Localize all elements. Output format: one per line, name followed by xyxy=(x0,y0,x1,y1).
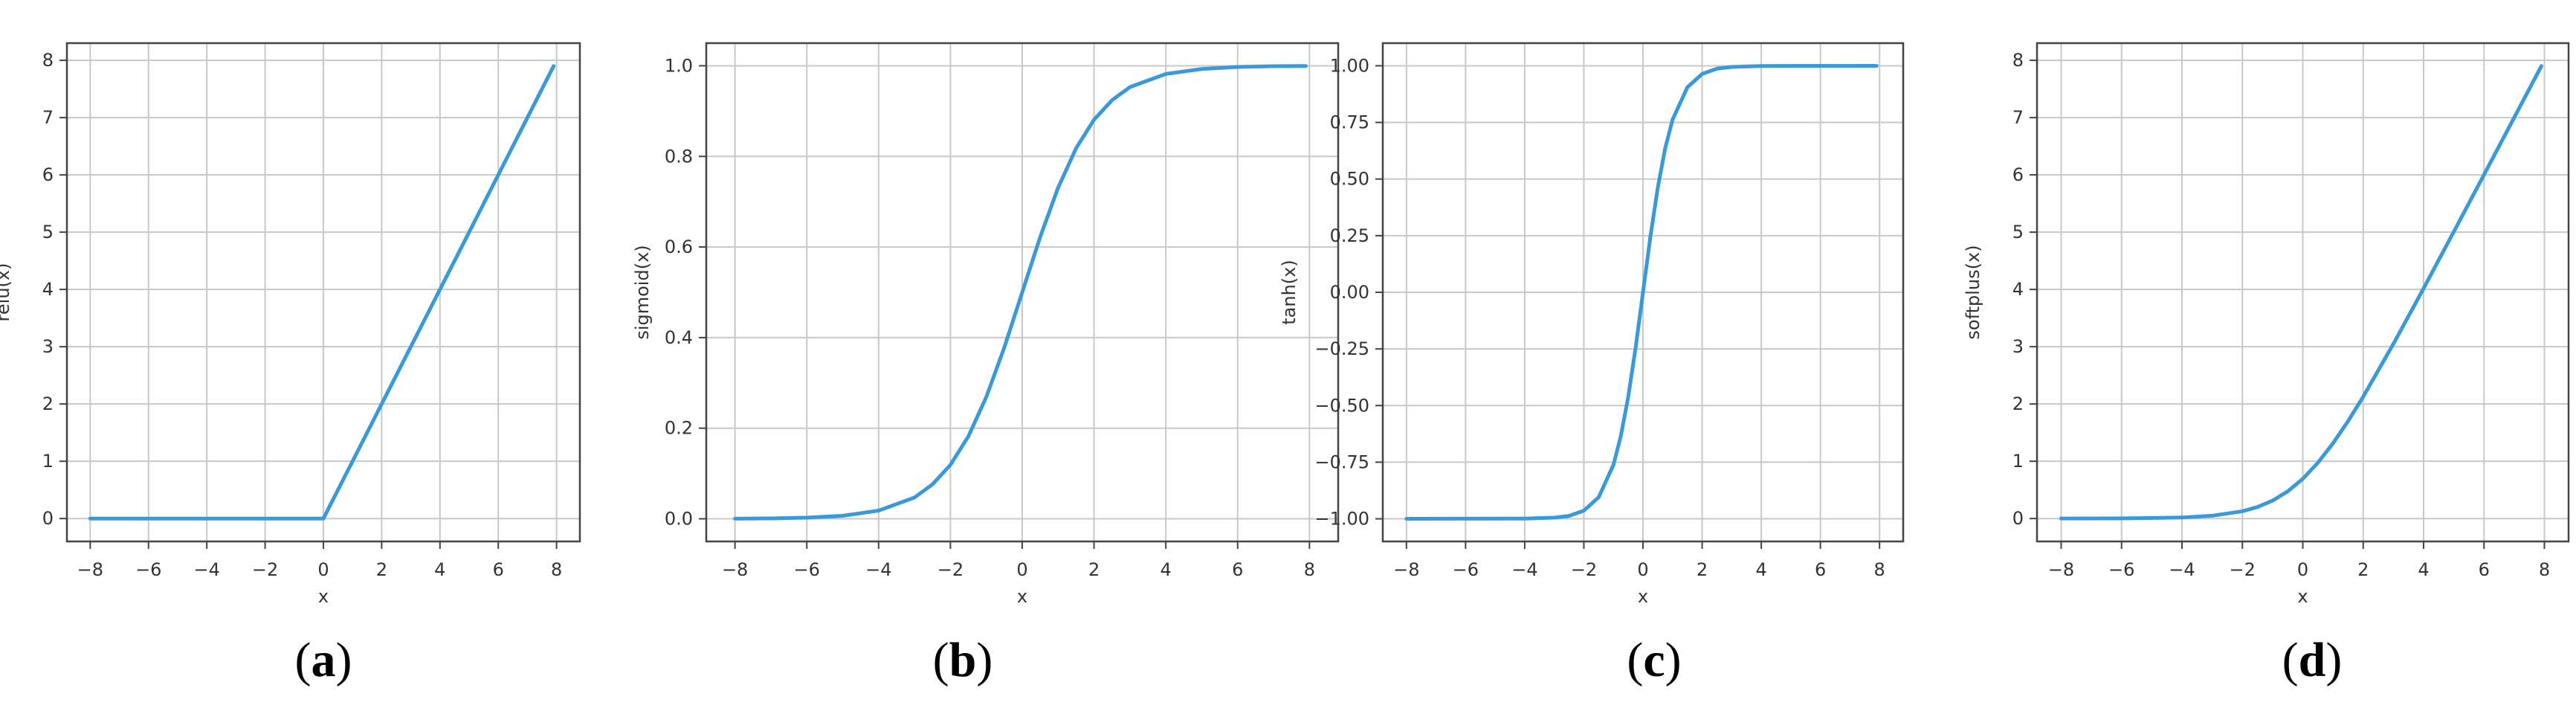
panel-label-d: (d) xyxy=(2282,633,2343,687)
x-tick-label: −6 xyxy=(2108,559,2134,580)
y-tick-label: 4 xyxy=(42,279,54,300)
x-tick-label: −8 xyxy=(722,559,748,580)
x-tick-label: 6 xyxy=(1232,559,1243,580)
x-axis-label: x xyxy=(2297,586,2308,607)
x-tick-label: 8 xyxy=(1874,559,1885,580)
y-tick-label: 6 xyxy=(2012,164,2024,185)
y-tick-label: 0 xyxy=(42,508,54,529)
x-tick-label: 0 xyxy=(1016,559,1027,580)
x-tick-label: 0 xyxy=(1637,559,1648,580)
x-tick-label: 4 xyxy=(1755,559,1766,580)
y-tick-label: 0.8 xyxy=(665,146,693,167)
y-tick-label: 6 xyxy=(42,164,54,185)
x-tick-label: −6 xyxy=(135,559,161,580)
series-line xyxy=(2059,64,2543,521)
x-tick-label: 0 xyxy=(2297,559,2308,580)
y-tick-label: 0.00 xyxy=(1330,282,1369,303)
x-tick-label: 6 xyxy=(493,559,504,580)
series-line xyxy=(733,64,1308,521)
chart-panel-1: −8 −6 −4 −2 0 2 4 6 8 0.0 0.2 0.4 0.6 0.8 1.0 x sigmoid(… xyxy=(632,42,1340,607)
x-tick-label: 8 xyxy=(1304,559,1315,580)
y-tick-label: −1.00 xyxy=(1314,509,1369,530)
y-tick-label: 0.25 xyxy=(1330,225,1369,246)
y-tick-label: 1 xyxy=(2012,451,2024,472)
x-tick-label: 4 xyxy=(1161,559,1172,580)
x-tick-label: −6 xyxy=(794,559,820,580)
x-tick-label: −2 xyxy=(2230,559,2256,580)
y-tick-label: 1.0 xyxy=(665,55,693,76)
x-tick-label: −2 xyxy=(252,559,278,580)
y-tick-label: 1.00 xyxy=(1330,55,1369,76)
y-tick-label: −0.50 xyxy=(1314,395,1369,416)
y-axis-label: sigmoid(x) xyxy=(632,245,653,339)
x-tick-label: 0 xyxy=(317,559,329,580)
y-axis-label: relu(x) xyxy=(0,263,13,322)
x-tick-label: 2 xyxy=(1088,559,1100,580)
y-tick-label: 8 xyxy=(2012,50,2024,71)
y-tick-label: 0.2 xyxy=(665,418,693,439)
chart-panel-2: −8 −6 −4 −2 0 2 4 6 8 −1.00 −0.75 −0.50 −0.25 0.00 0.2… xyxy=(1279,42,1905,607)
y-tick-label: 5 xyxy=(2012,222,2024,242)
x-tick-label: 4 xyxy=(434,559,445,580)
x-tick-label: 2 xyxy=(1697,559,1708,580)
x-tick-label: −4 xyxy=(2169,559,2195,580)
x-tick-label: 6 xyxy=(1815,559,1826,580)
x-tick-label: −6 xyxy=(1453,559,1479,580)
y-tick-label: 0 xyxy=(2012,508,2024,529)
x-tick-label: −2 xyxy=(937,559,963,580)
y-axis-label: tanh(x) xyxy=(1279,260,1300,324)
y-tick-label: 3 xyxy=(42,336,54,357)
x-tick-label: −2 xyxy=(1571,559,1597,580)
panel-label-a: (a) xyxy=(294,633,352,687)
y-tick-label: −0.75 xyxy=(1314,451,1369,472)
series-line xyxy=(1404,63,1879,521)
x-tick-label: 2 xyxy=(2357,559,2369,580)
y-tick-label: 0.4 xyxy=(665,327,693,348)
y-tick-label: 0.75 xyxy=(1330,112,1369,133)
x-axis-label: x xyxy=(1017,586,1027,607)
x-tick-label: 8 xyxy=(551,559,562,580)
y-tick-label: 5 xyxy=(42,222,54,242)
y-tick-label: 7 xyxy=(42,107,54,128)
panel-label-b: (b) xyxy=(932,633,993,687)
x-tick-label: −8 xyxy=(77,559,103,580)
y-tick-label: 0.50 xyxy=(1330,169,1369,190)
y-tick-label: 8 xyxy=(42,50,54,71)
y-tick-label: −0.25 xyxy=(1314,338,1369,359)
series-line xyxy=(88,64,556,521)
x-tick-label: 6 xyxy=(2479,559,2490,580)
y-tick-label: 3 xyxy=(2012,336,2024,357)
y-axis-label: softplus(x) xyxy=(1963,245,1983,339)
chart-panel-3: −8 −6 −4 −2 0 2 4 6 8 0 1 2 3 4 5 6 7 8 x softplus(x) xyxy=(1963,42,2570,607)
y-tick-label: 7 xyxy=(2012,107,2024,128)
y-tick-label: 0.6 xyxy=(665,237,693,257)
y-tick-label: 1 xyxy=(42,451,54,472)
x-axis-label: x xyxy=(1638,586,1648,607)
y-tick-label: 2 xyxy=(42,393,54,414)
x-tick-label: 8 xyxy=(2539,559,2550,580)
y-tick-label: 0.0 xyxy=(665,509,693,530)
y-tick-label: 4 xyxy=(2012,279,2024,300)
x-tick-label: −8 xyxy=(1393,559,1419,580)
x-tick-label: 4 xyxy=(2418,559,2429,580)
chart-panel-0: −8 −6 −4 −2 0 2 4 6 8 0 1 2 3 4 5 6 7 8 x relu(x) xyxy=(0,42,581,607)
y-tick-label: 2 xyxy=(2012,393,2024,414)
x-tick-label: −4 xyxy=(865,559,891,580)
panel-label-c: (c) xyxy=(1627,633,1682,687)
x-tick-label: −8 xyxy=(2048,559,2074,580)
x-tick-label: 2 xyxy=(376,559,387,580)
x-tick-label: −4 xyxy=(193,559,219,580)
x-tick-label: −4 xyxy=(1511,559,1537,580)
x-axis-label: x xyxy=(318,586,329,607)
